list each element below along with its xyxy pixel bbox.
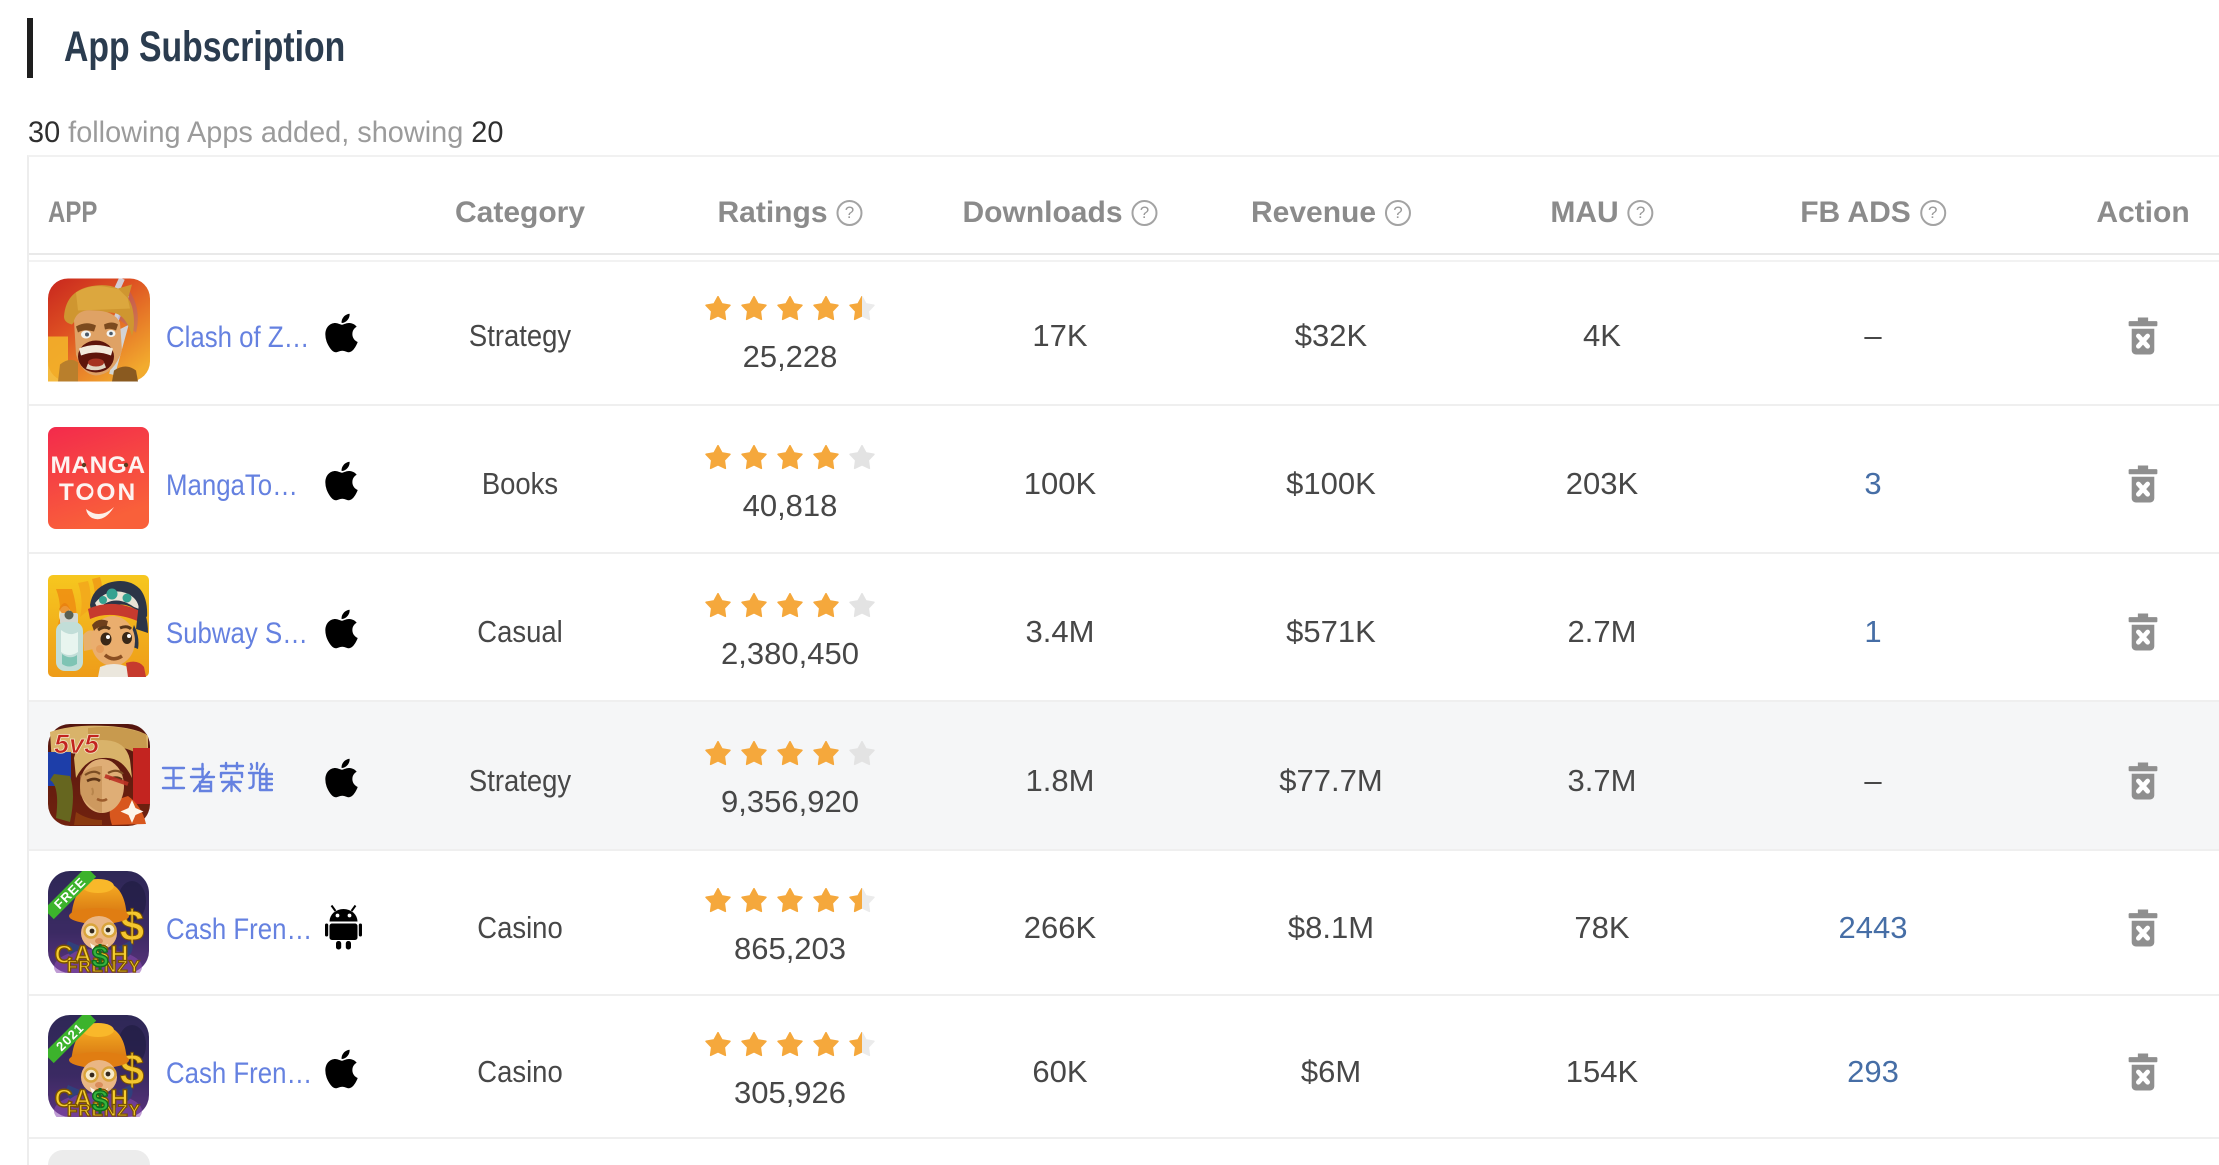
svg-text:FRENZY: FRENZY <box>67 957 141 973</box>
svg-text:CASH: CASH <box>55 1085 130 1113</box>
svg-text:TOON: TOON <box>59 479 137 506</box>
svg-text:$: $ <box>92 941 109 973</box>
svg-text:CASH: CASH <box>55 941 130 969</box>
svg-text:$: $ <box>92 1085 109 1117</box>
svg-text:FRENZY: FRENZY <box>67 1101 141 1117</box>
svg-text:MANGA: MANGA <box>50 452 145 479</box>
svg-text:5v5: 5v5 <box>54 729 100 759</box>
